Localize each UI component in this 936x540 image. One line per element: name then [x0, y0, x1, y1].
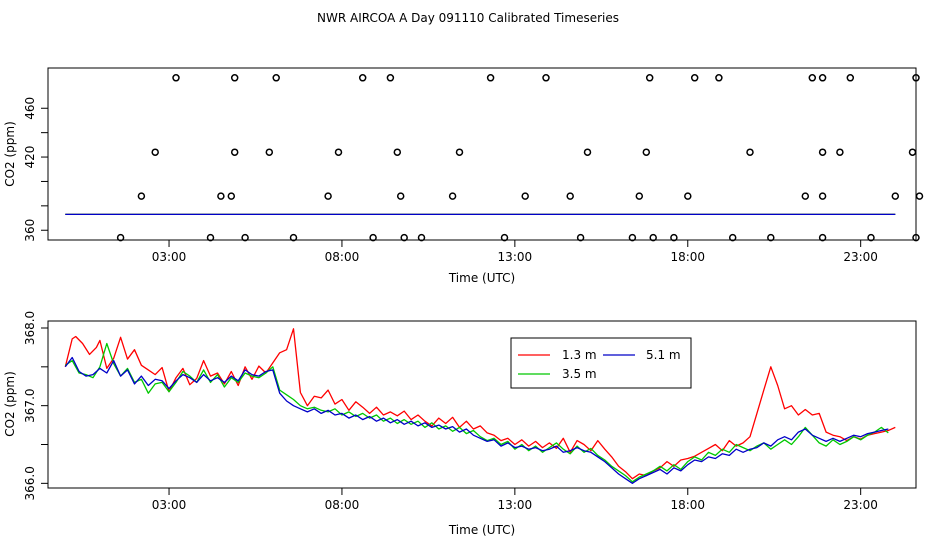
legend-label-5-1m: 5.1 m — [646, 348, 681, 362]
calibration-point — [891, 192, 900, 200]
calibration-point — [137, 192, 146, 200]
calibration-point — [649, 233, 657, 242]
calibration-point — [500, 233, 509, 242]
x-tick-label: 23:00 — [843, 498, 878, 512]
calibration-point — [645, 74, 654, 82]
calibration-point — [836, 148, 844, 156]
calibration-point — [448, 192, 457, 200]
calibration-point — [642, 148, 651, 156]
calibration-point — [272, 74, 280, 82]
calibration-point — [206, 233, 215, 242]
calibration-point — [583, 148, 592, 156]
top-x-axis-label: Time (UTC) — [448, 271, 515, 285]
calibration-point — [670, 233, 678, 242]
calibration-point — [217, 192, 225, 200]
legend-label-1-3m: 1.3 m — [562, 348, 597, 362]
calibration-point — [818, 233, 827, 242]
bottom-series-group — [64, 328, 896, 484]
calibration-point — [912, 74, 920, 82]
calibration-point — [628, 233, 637, 242]
legend-label-3-5m: 3.5 m — [562, 367, 597, 381]
top-x-axis: 03:00 08:00 13:00 18:00 23:00 — [152, 239, 878, 264]
y-tick-label: 360 — [23, 219, 37, 242]
calibration-point — [369, 233, 377, 242]
calibration-point — [455, 148, 464, 156]
y-tick-label: 367.0 — [23, 388, 37, 422]
calibration-point — [801, 192, 810, 200]
calibration-point — [289, 233, 298, 242]
calibration-point — [542, 74, 550, 82]
calibration-point — [690, 74, 699, 82]
series-line-1-3-m — [64, 328, 896, 480]
legend: 1.3 m 5.1 m 3.5 m — [510, 337, 692, 389]
calibration-point — [576, 233, 585, 242]
calibration-point — [172, 74, 180, 82]
calibration-point — [846, 74, 855, 82]
calibration-point — [116, 233, 125, 242]
y-tick-label: 366.0 — [23, 466, 37, 500]
calibration-point — [818, 74, 827, 82]
calibration-point — [715, 74, 723, 82]
calibration-point — [396, 192, 405, 200]
y-tick-label: 460 — [23, 97, 37, 120]
calibration-point — [241, 233, 249, 242]
legend-box — [510, 337, 692, 389]
x-tick-label: 08:00 — [325, 250, 360, 264]
calibration-point — [230, 74, 239, 82]
calibration-point — [908, 148, 917, 156]
calibration-point — [867, 233, 875, 242]
x-tick-label: 13:00 — [498, 498, 533, 512]
figure-title: NWR AIRCOA A Day 091110 Calibrated Times… — [317, 11, 619, 25]
top-points-group — [116, 74, 924, 242]
x-tick-label: 18:00 — [670, 498, 705, 512]
calibration-point — [746, 148, 754, 156]
calibration-point — [358, 74, 367, 82]
y-tick-label: 368.0 — [23, 311, 37, 345]
series-line-5-1-m — [64, 356, 889, 484]
calibration-point — [417, 233, 426, 242]
calibration-point — [400, 233, 408, 242]
x-tick-label: 03:00 — [152, 250, 187, 264]
calibration-point — [521, 192, 529, 200]
x-tick-label: 23:00 — [843, 250, 878, 264]
calibration-point — [912, 233, 920, 242]
top-y-axis-label: CO2 (ppm) — [3, 121, 17, 187]
calibration-point — [566, 192, 574, 200]
bottom-x-axis-label: Time (UTC) — [448, 523, 515, 537]
calibration-point — [915, 192, 924, 200]
calibration-point — [808, 74, 817, 82]
calibration-point — [767, 233, 775, 242]
x-tick-label: 13:00 — [498, 250, 533, 264]
y-tick-label: 420 — [23, 146, 37, 169]
calibration-point — [728, 233, 737, 242]
calibration-point — [227, 192, 236, 200]
calibration-point — [230, 148, 239, 156]
calibration-point — [684, 192, 692, 200]
bottom-y-axis-label: CO2 (ppm) — [3, 371, 17, 437]
calibration-point — [386, 74, 395, 82]
bottom-panel: 03:00 08:00 13:00 18:00 23:00 366.0 367.0 368.… — [3, 311, 917, 537]
calibration-point — [324, 192, 332, 200]
calibration-point — [393, 148, 402, 156]
top-panel: 03:00 08:00 13:00 18:00 23:00 360 420 460 Time… — [3, 67, 924, 285]
bottom-x-axis: 03:00 08:00 13:00 18:00 23:00 — [152, 487, 878, 512]
bottom-plot-frame — [47, 320, 917, 489]
calibration-point — [818, 148, 827, 156]
calibration-point — [334, 148, 343, 156]
calibration-point — [151, 148, 159, 156]
series-line-3-5-m — [64, 342, 889, 483]
calibration-point — [818, 192, 827, 200]
calibration-point — [635, 192, 644, 200]
calibration-point — [486, 74, 495, 82]
top-y-axis: 360 420 460 — [23, 97, 49, 242]
x-tick-label: 03:00 — [152, 498, 187, 512]
x-tick-label: 08:00 — [325, 498, 360, 512]
bottom-y-axis: 366.0 367.0 368.0 — [23, 311, 49, 501]
calibration-point — [265, 148, 274, 156]
x-tick-label: 18:00 — [670, 250, 705, 264]
